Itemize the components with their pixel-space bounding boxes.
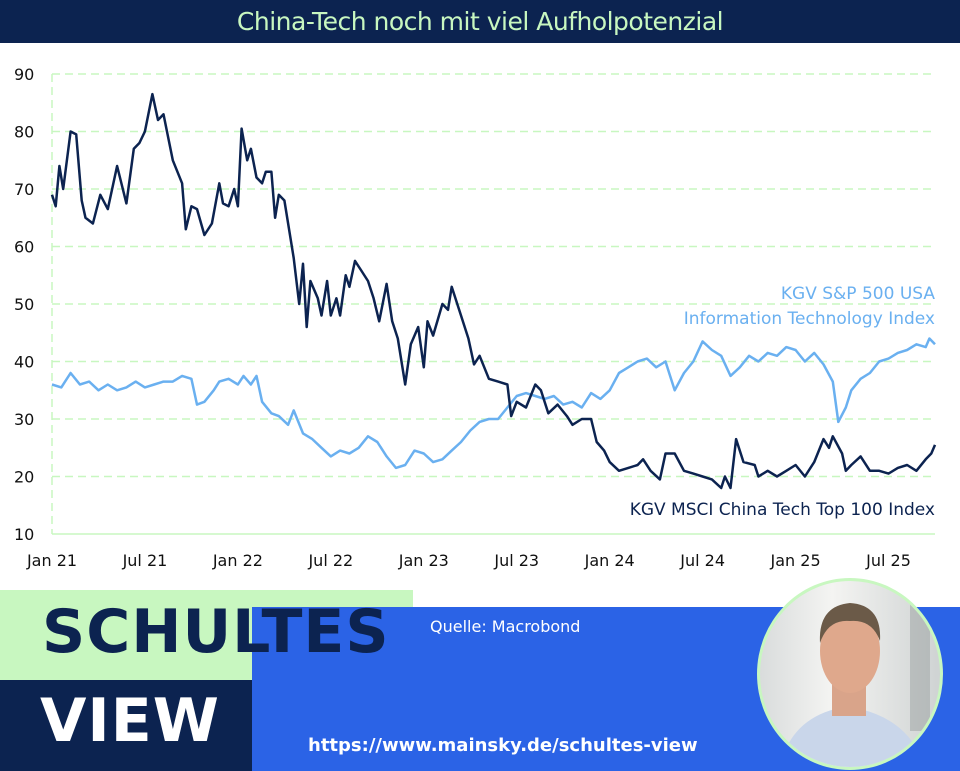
x-tick-label: Jan 25	[770, 551, 821, 570]
x-tick-label: Jul 22	[307, 551, 353, 570]
website-link[interactable]: https://www.mainsky.de/schultes-view	[308, 735, 698, 756]
y-tick-label: 90	[14, 65, 34, 84]
person-illustration	[780, 601, 930, 767]
series-line-usa-it	[51, 337, 936, 470]
brand-logo-view: VIEW	[40, 686, 220, 756]
y-tick-label: 30	[14, 410, 34, 429]
x-tick-label: Jan 24	[584, 551, 635, 570]
brand-logo-schultes: SCHULTES	[42, 597, 390, 667]
x-tick-label: Jan 22	[212, 551, 263, 570]
series-lines	[50, 92, 937, 490]
series-line-china-tech	[50, 92, 937, 490]
y-tick-label: 50	[14, 295, 34, 314]
line-chart: 10 20 30 40 50 60 70 80 90 Jan 21 Jul 21 Jan 22 Jul…	[14, 65, 937, 570]
y-tick-label: 60	[14, 238, 34, 257]
y-tick-label: 80	[14, 123, 34, 142]
y-tick-label: 20	[14, 468, 34, 487]
gridlines	[51, 73, 935, 535]
x-tick-label: Jul 21	[122, 551, 168, 570]
y-tick-label: 10	[14, 525, 34, 544]
legend-label-usa-line2: Information Technology Index	[684, 309, 935, 329]
x-tick-label: Jul 25	[865, 551, 911, 570]
x-tick-label: Jul 24	[679, 551, 725, 570]
y-tick-label: 40	[14, 353, 34, 372]
legend-label-usa-line1: KGV S&P 500 USA	[781, 284, 935, 304]
x-axis-ticks: Jan 21 Jul 21 Jan 22 Jul 22 Jan 23 Jul 23 Jan …	[26, 551, 911, 570]
portrait-photo	[757, 578, 943, 770]
y-tick-label: 70	[14, 180, 34, 199]
x-tick-label: Jan 21	[26, 551, 77, 570]
y-axis-ticks: 10 20 30 40 50 60 70 80 90	[14, 65, 34, 544]
chart-title: China-Tech noch mit viel Aufholpotenzial	[0, 0, 960, 43]
source-note: Quelle: Macrobond	[430, 617, 581, 636]
x-tick-label: Jul 23	[493, 551, 539, 570]
brand-box-navy	[0, 680, 252, 771]
legend-label-china: KGV MSCI China Tech Top 100 Index	[630, 500, 935, 520]
x-tick-label: Jan 23	[398, 551, 449, 570]
